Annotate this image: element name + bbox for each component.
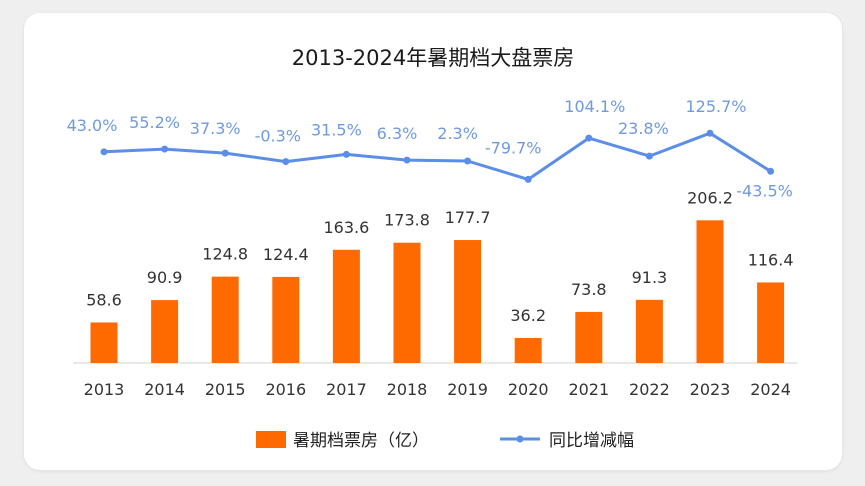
bar-2015	[211, 276, 239, 363]
growth-point-2013	[100, 148, 108, 156]
bar-label-2021: 73.8	[571, 280, 607, 299]
legend-label-line: 同比增减幅	[549, 431, 634, 451]
growth-point-2019	[464, 157, 472, 165]
x-tick-2022: 2022	[629, 380, 670, 399]
bar-label-2019: 177.7	[445, 208, 491, 227]
bar-2022	[635, 299, 663, 363]
growth-point-2021	[585, 134, 593, 142]
bar-2016	[272, 276, 300, 363]
growth-label-2017: 31.5%	[311, 120, 362, 139]
bar-2021	[575, 311, 603, 363]
growth-label-2016: -0.3%	[255, 127, 301, 146]
x-tick-2017: 2017	[326, 380, 367, 399]
x-tick-2016: 2016	[265, 380, 306, 399]
x-tick-2018: 2018	[387, 380, 428, 399]
legend-label-bar: 暑期档票房（亿）	[293, 431, 429, 451]
growth-point-2022	[645, 152, 653, 160]
growth-point-2018	[403, 156, 411, 164]
bar-label-2013: 58.6	[86, 290, 122, 309]
x-tick-2015: 2015	[205, 380, 246, 399]
bar-2019	[454, 240, 482, 363]
bars-group	[90, 220, 785, 363]
bar-label-2015: 124.8	[202, 245, 248, 264]
bar-label-2022: 91.3	[632, 268, 668, 287]
bar-label-2017: 163.6	[323, 218, 369, 237]
legend: 暑期档票房（亿） 同比增减幅	[256, 431, 634, 451]
growth-label-2020: -79.7%	[485, 138, 542, 157]
bar-label-2014: 90.9	[147, 268, 183, 287]
bar-2013	[90, 322, 118, 363]
growth-line	[103, 131, 772, 181]
x-tick-2024: 2024	[750, 380, 791, 399]
legend-swatch-bar	[256, 431, 286, 448]
growth-label-2024: -43.5%	[736, 181, 793, 200]
growth-label-2015: 37.3%	[190, 119, 241, 138]
bar-label-2018: 173.8	[384, 211, 430, 230]
bar-2023	[696, 220, 724, 363]
bar-label-2024: 116.4	[748, 250, 794, 269]
growth-point-2014	[161, 145, 169, 153]
bar-2024	[757, 282, 785, 363]
growth-point-2016	[282, 158, 290, 166]
growth-label-2014: 55.2%	[129, 113, 180, 132]
x-ticks-group: 2013 2014 2015 2016 2017 2018 2019 2020 2021 2022…	[84, 380, 791, 399]
growth-point-2020	[524, 175, 532, 183]
x-tick-2019: 2019	[447, 380, 488, 399]
growth-label-2023: 125.7%	[685, 97, 746, 116]
x-tick-2020: 2020	[508, 380, 549, 399]
growth-point-2015	[221, 149, 229, 157]
bar-labels-group: 58.6 90.9 124.8 124.4 163.6 173.8 177.7 36.2 73.…	[86, 188, 793, 325]
line-labels-group: 43.0% 55.2% 37.3% -0.3% 31.5% 6.3% 2.3% -79.7% 1…	[67, 97, 793, 200]
bar-label-2020: 36.2	[510, 306, 546, 325]
bar-label-2016: 124.4	[263, 245, 309, 264]
bar-2018	[393, 242, 421, 363]
legend-swatch-marker	[516, 435, 524, 443]
x-tick-2021: 2021	[568, 380, 609, 399]
x-tick-2013: 2013	[84, 380, 125, 399]
bar-2014	[151, 300, 179, 363]
chart-title: 2013-2024年暑期档大盘票房	[292, 46, 574, 70]
bar-2020	[514, 337, 542, 363]
growth-label-2018: 6.3%	[377, 124, 418, 143]
growth-point-2023	[706, 129, 714, 137]
bar-2017	[332, 249, 360, 363]
x-tick-2023: 2023	[690, 380, 731, 399]
bar-label-2023: 206.2	[687, 188, 733, 207]
growth-label-2013: 43.0%	[67, 116, 118, 135]
growth-point-2024	[767, 167, 775, 175]
growth-point-2017	[342, 150, 350, 158]
growth-label-2022: 23.8%	[618, 119, 669, 138]
line-group	[100, 129, 775, 183]
growth-label-2021: 104.1%	[564, 97, 625, 116]
growth-label-2019: 2.3%	[437, 124, 478, 143]
x-tick-2014: 2014	[144, 380, 185, 399]
